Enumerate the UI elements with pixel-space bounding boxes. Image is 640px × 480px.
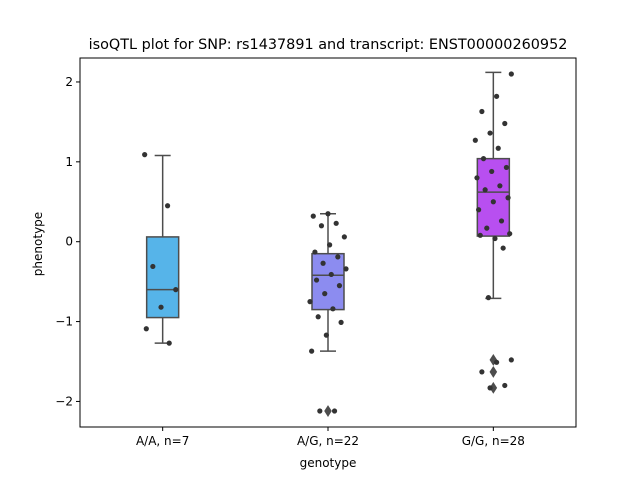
data-point <box>480 156 487 162</box>
data-point <box>476 207 482 213</box>
outlier-marker <box>489 365 498 378</box>
data-point <box>500 245 506 251</box>
data-point <box>325 211 331 217</box>
data-point <box>310 213 316 219</box>
y-tick-label: 0 <box>65 235 73 249</box>
data-point <box>472 137 478 143</box>
data-point <box>494 359 500 365</box>
data-point <box>320 260 326 266</box>
data-point <box>317 408 323 414</box>
data-point <box>485 295 492 301</box>
data-point <box>166 340 172 346</box>
data-point <box>487 130 493 136</box>
data-point <box>508 71 514 77</box>
box-body <box>145 236 180 319</box>
data-point <box>495 145 501 151</box>
data-point <box>312 249 318 255</box>
data-point <box>502 382 508 389</box>
data-point <box>318 223 325 229</box>
data-point <box>474 175 480 181</box>
data-point <box>487 385 493 391</box>
data-point <box>331 408 338 414</box>
y-tick-label: −2 <box>55 394 73 408</box>
data-point <box>502 120 508 127</box>
plot-area: −2 −1 0 1 2 A/A, n=7 A/G, n=22 G/G, n=28 <box>55 57 577 448</box>
data-point <box>309 348 315 354</box>
chart-title: isoQTL plot for SNP: rs1437891 and trans… <box>89 37 568 53</box>
data-point <box>328 271 334 278</box>
y-tick-label: 2 <box>65 75 73 89</box>
data-point <box>323 332 329 338</box>
data-point <box>142 152 148 158</box>
data-point <box>307 299 313 305</box>
data-point <box>143 326 149 332</box>
data-point <box>503 164 510 171</box>
data-point <box>492 235 498 242</box>
data-point <box>507 231 513 237</box>
y-tick-label: −1 <box>55 315 73 329</box>
data-point <box>494 93 500 99</box>
data-point <box>490 199 496 205</box>
data-point <box>477 232 483 238</box>
data-point <box>313 277 320 283</box>
outlier-marker <box>324 405 332 417</box>
data-point <box>335 254 341 260</box>
data-point <box>327 242 333 248</box>
data-point <box>150 263 156 270</box>
data-point <box>341 234 347 240</box>
data-point <box>333 220 339 226</box>
data-point <box>479 108 485 115</box>
data-point <box>158 304 164 310</box>
data-point <box>330 306 336 312</box>
data-point <box>173 287 179 293</box>
y-axis-label: phenotype <box>31 212 45 276</box>
data-point <box>508 357 514 363</box>
data-point <box>482 187 488 193</box>
x-axis-label: genotype <box>300 456 357 470</box>
data-point <box>489 168 495 175</box>
data-point <box>479 369 485 375</box>
data-point <box>498 218 505 224</box>
y-tick-label: 1 <box>65 155 73 169</box>
data-point <box>338 319 344 325</box>
data-point <box>484 225 490 231</box>
x-tick-label: G/G, n=28 <box>462 434 525 448</box>
data-point <box>322 291 328 297</box>
data-point <box>315 314 321 320</box>
data-point <box>343 266 349 272</box>
data-point <box>505 195 511 201</box>
x-tick-label: A/A, n=7 <box>136 434 189 448</box>
x-tick-label: A/G, n=22 <box>297 434 359 448</box>
data-point <box>497 183 503 189</box>
data-point <box>336 283 343 289</box>
box-group <box>145 154 180 344</box>
data-point <box>164 203 171 209</box>
